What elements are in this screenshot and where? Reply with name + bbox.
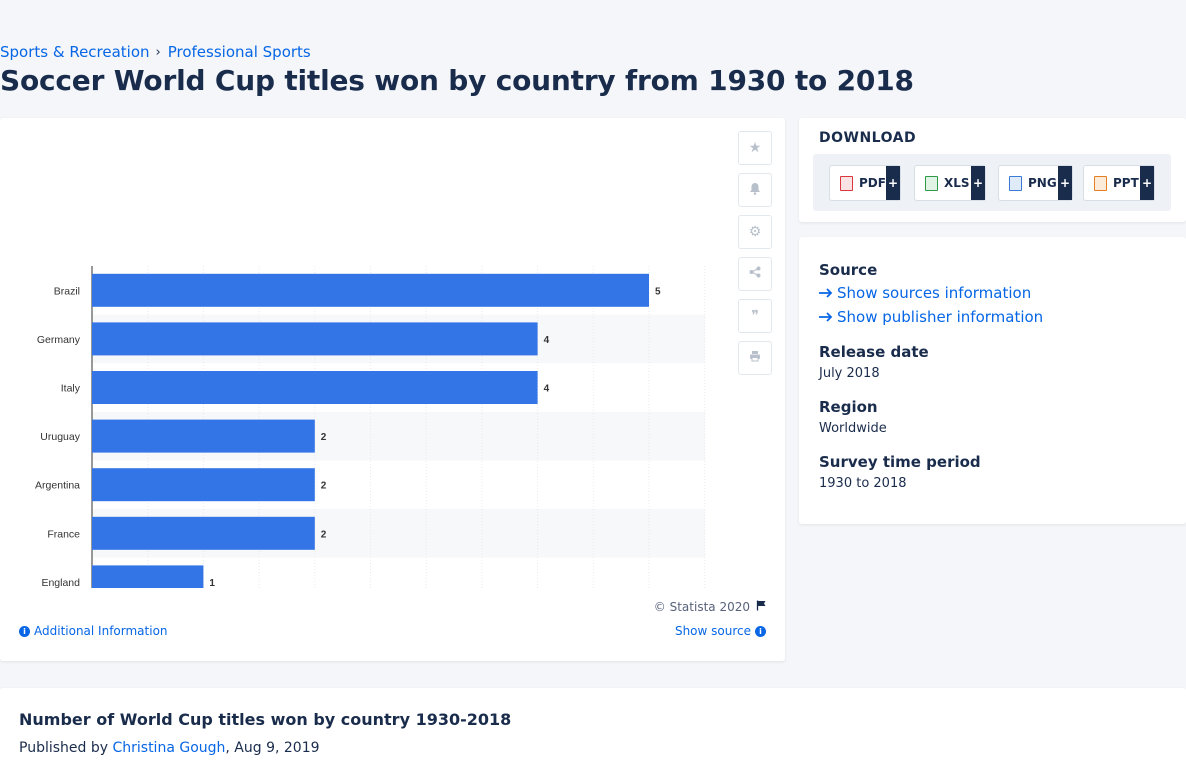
quote-icon: ❞ <box>751 308 759 324</box>
copyright-text: © Statista 2020 <box>653 600 750 614</box>
data-label: 5 <box>655 286 661 297</box>
breadcrumb-sports-recreation[interactable]: Sports & Recreation <box>0 43 150 61</box>
download-ppt-button[interactable]: PPT + <box>1083 165 1155 201</box>
top-bar <box>0 0 1186 40</box>
info-icon: i <box>19 625 30 637</box>
bar-germany <box>92 322 538 356</box>
info-icon: i <box>755 625 766 637</box>
region-label: Region <box>819 398 878 416</box>
region-value: Worldwide <box>819 421 887 436</box>
category-label: England <box>41 577 80 588</box>
show-publisher-link[interactable]: Show publisher information <box>819 308 1043 326</box>
bar-uruguay <box>92 419 315 453</box>
breadcrumb-separator: › <box>155 44 161 60</box>
data-label: 4 <box>544 335 550 346</box>
breadcrumb-professional-sports[interactable]: Professional Sports <box>167 43 311 61</box>
additional-information-link[interactable]: i Additional Information <box>19 624 168 638</box>
star-icon: ★ <box>748 140 762 156</box>
author-link[interactable]: Christina Gough <box>112 740 226 756</box>
download-pdf-label: PDF <box>859 176 886 190</box>
show-source-link[interactable]: Show source i <box>675 624 766 638</box>
chart-card: Brazil 5 Germany 4 Italy 4 Uruguay 2 Argentina 2 F… <box>0 118 785 661</box>
show-sources-link[interactable]: Show sources information <box>819 284 1031 302</box>
plus-icon: + <box>971 166 985 200</box>
show-source-label: Show source <box>674 624 751 638</box>
bell-icon <box>749 182 761 199</box>
xls-file-icon <box>925 175 938 191</box>
category-label: Uruguay <box>40 431 80 443</box>
data-label: 1 <box>209 578 215 588</box>
arrow-right-icon <box>819 284 833 302</box>
download-ppt-label: PPT <box>1113 176 1139 190</box>
print-icon <box>749 350 761 366</box>
pdf-file-icon <box>840 175 853 191</box>
flag-icon[interactable] <box>756 600 767 614</box>
published-by-label: Published by <box>19 740 109 756</box>
bar-italy <box>92 371 538 404</box>
bar-france <box>92 516 315 550</box>
description-title: Number of World Cup titles won by countr… <box>19 710 512 729</box>
category-label: Brazil <box>54 285 80 297</box>
favorite-button[interactable]: ★ <box>738 131 772 165</box>
description-card: Number of World Cup titles won by countr… <box>0 688 1186 760</box>
share-icon <box>749 266 761 282</box>
category-label: Germany <box>37 334 81 346</box>
breadcrumb: Sports & Recreation › Professional Sport… <box>0 43 311 61</box>
statistic-details: Source Show sources information Show pub… <box>799 237 1186 524</box>
byline: Published by Christina Gough, Aug 9, 201… <box>19 740 320 756</box>
category-label: Argentina <box>35 480 80 492</box>
page-title: Soccer World Cup titles won by country f… <box>0 64 914 97</box>
category-label: France <box>47 528 80 540</box>
bar-argentina <box>92 468 315 502</box>
share-button[interactable] <box>738 257 772 291</box>
plus-icon: + <box>1058 166 1072 200</box>
arrow-right-icon <box>819 308 833 326</box>
category-label: Italy <box>61 383 81 395</box>
download-pdf-button[interactable]: PDF + <box>829 165 901 201</box>
settings-button[interactable]: ⚙ <box>738 215 772 249</box>
survey-period-label: Survey time period <box>819 453 981 471</box>
additional-information-label: Additional Information <box>34 624 168 638</box>
chart-toolbar: ★ ⚙ ❞ <box>738 131 772 383</box>
data-label: 4 <box>544 384 550 395</box>
download-xls-button[interactable]: XLS + <box>914 165 986 201</box>
download-xls-label: XLS <box>944 176 970 190</box>
print-button[interactable] <box>738 341 772 375</box>
release-date-value: July 2018 <box>819 366 880 381</box>
png-file-icon <box>1009 175 1022 191</box>
download-png-label: PNG <box>1028 176 1057 190</box>
show-publisher-label: Show publisher information <box>837 308 1044 326</box>
bar-england <box>92 565 204 588</box>
cite-button[interactable]: ❞ <box>738 299 772 333</box>
bar-chart: Brazil 5 Germany 4 Italy 4 Uruguay 2 Argentina 2 F… <box>35 266 706 588</box>
download-options: PDF + XLS + PNG + PPT + <box>813 154 1171 211</box>
bar-brazil <box>92 273 649 307</box>
download-title: DOWNLOAD <box>819 130 917 146</box>
show-sources-label: Show sources information <box>837 284 1032 302</box>
survey-period-value: 1930 to 2018 <box>819 476 907 491</box>
release-date-label: Release date <box>819 343 929 361</box>
source-label: Source <box>819 261 878 279</box>
publish-date: , Aug 9, 2019 <box>225 740 320 756</box>
plus-icon: + <box>886 166 900 200</box>
data-label: 2 <box>321 529 327 540</box>
data-label: 2 <box>321 481 327 492</box>
notification-button[interactable] <box>738 173 772 207</box>
copyright: © Statista 2020 <box>654 600 767 614</box>
gear-icon: ⚙ <box>748 224 762 240</box>
download-png-button[interactable]: PNG + <box>998 165 1073 201</box>
download-card: DOWNLOAD PDF + XLS + PNG + PPT + <box>799 118 1186 222</box>
plus-icon: + <box>1140 166 1154 200</box>
ppt-file-icon <box>1094 175 1107 191</box>
data-label: 2 <box>321 432 327 443</box>
